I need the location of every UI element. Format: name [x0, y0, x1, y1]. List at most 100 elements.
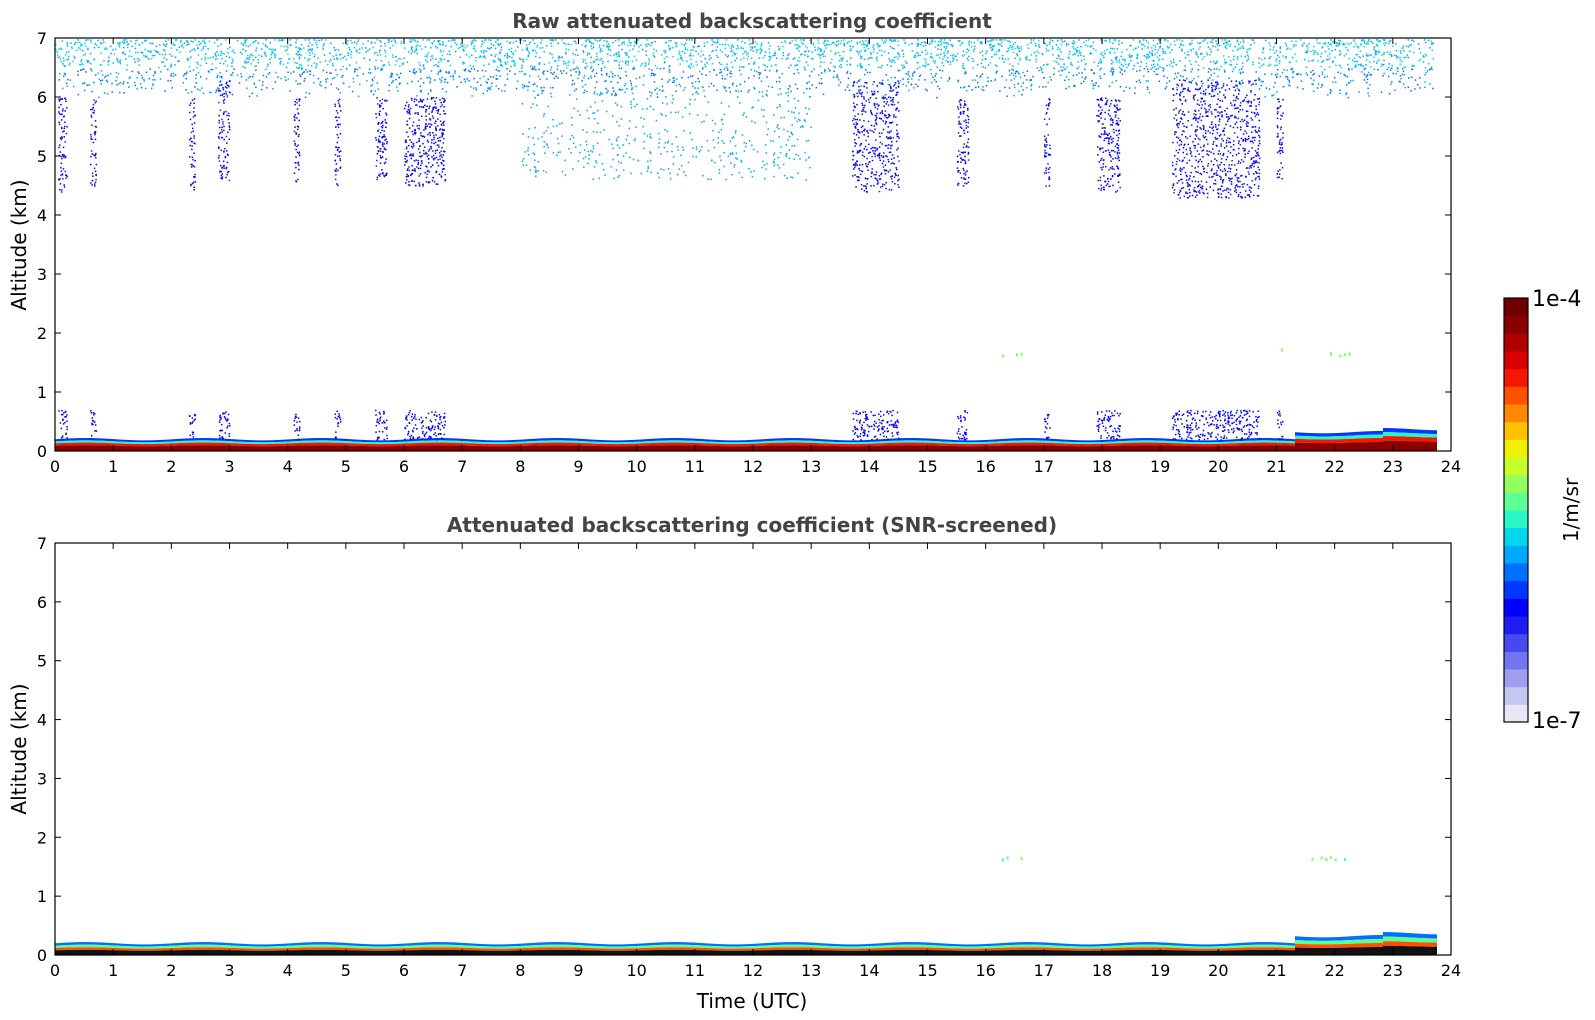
p1-surface-layer-cell: [883, 439, 885, 442]
p1-noise-cell: [1168, 80, 1171, 82]
p1-noise-cell: [747, 52, 749, 54]
p1-surface-layer-cell: [353, 443, 355, 446]
p1-surface-layer-cell: [1433, 437, 1435, 442]
p1-surface-layer-cell: [1281, 440, 1283, 443]
p1-surface-layer-cell: [173, 439, 175, 442]
p1-surface-layer-cell: [1175, 443, 1177, 446]
p1-noise-cell: [903, 39, 905, 41]
p1-noise-cell: [1401, 73, 1404, 76]
p1-surface-layer-cell: [1337, 442, 1339, 451]
p1-surface-layer-cell: [909, 438, 911, 441]
p1-noise-cell: [1057, 54, 1060, 57]
p1-surface-layer-cell: [1197, 446, 1199, 451]
p1-surface-layer-cell: [1107, 439, 1109, 442]
p1-surface-layer-cell: [741, 440, 743, 443]
p1-noise-cell: [1026, 55, 1029, 58]
p1-noise-cell: [987, 80, 990, 83]
p1-noise-cell: [159, 44, 161, 46]
p1-surface-layer-cell: [253, 442, 255, 445]
p1-surface-layer-cell: [539, 440, 541, 443]
p1-surface-layer-cell: [1227, 443, 1229, 446]
p1-noise-cell: [427, 92, 429, 95]
p1-surface-layer-cell: [1059, 441, 1061, 444]
p1-surface-layer-cell: [459, 442, 461, 446]
p1-noise-cell: [134, 61, 136, 63]
p1-noise-cell: [1355, 43, 1357, 45]
p1-surface-layer-cell: [757, 439, 759, 442]
p1-surface-layer-cell: [591, 443, 593, 446]
p1-noise-cell: [1184, 65, 1186, 67]
p1-surface-layer-cell: [839, 442, 841, 444]
p1-surface-layer-cell: [1197, 440, 1199, 443]
p1-surface-layer-cell: [593, 441, 595, 444]
p1-surface-layer-cell: [283, 443, 285, 446]
p1-noise-cell: [1370, 54, 1372, 56]
p1-surface-layer-cell: [649, 445, 651, 451]
p1-noise-cell: [1148, 55, 1151, 58]
p1-noise-cell: [1025, 87, 1028, 89]
p1-surface-layer-cell: [77, 440, 79, 443]
p1-surface-layer-cell: [747, 442, 749, 444]
p1-noise-cell: [1403, 73, 1406, 76]
p1-surface-layer-cell: [1269, 440, 1271, 443]
p1-surface-layer-cell: [285, 439, 287, 442]
p1-noise-cell: [505, 63, 507, 65]
p1-surface-layer-cell: [499, 444, 501, 447]
p1-noise-cell: [869, 51, 872, 54]
p1-noise-cell: [872, 83, 874, 86]
p1-noise-cell: [133, 58, 136, 60]
p1-noise-cell: [99, 42, 102, 44]
p1-noise-cell: [863, 43, 865, 46]
p1-surface-layer-cell: [209, 445, 211, 451]
p1-surface-layer-cell: [643, 443, 645, 446]
p1-surface-layer-cell: [195, 440, 197, 443]
p1-surface-layer-cell: [227, 443, 229, 446]
p1-surface-layer-cell: [1427, 441, 1429, 451]
p1-surface-layer-cell: [725, 442, 727, 445]
p1-surface-layer-cell: [749, 443, 751, 447]
p1-noise-cell: [1156, 56, 1159, 58]
p1-surface-layer-cell: [1435, 441, 1437, 451]
p1-noise-cell: [322, 69, 324, 72]
p1-surface-layer-cell: [523, 445, 525, 451]
p1-surface-layer-cell: [789, 442, 791, 446]
p1-surface-layer-cell: [67, 442, 69, 446]
p1-noise-cell: [368, 68, 371, 71]
p1-noise-cell: [543, 86, 545, 89]
p1-surface-layer-cell: [399, 439, 401, 442]
p1-surface-layer-cell: [1361, 431, 1363, 436]
p1-noise-cell: [885, 74, 887, 76]
p1-noise-cell: [172, 43, 174, 45]
p1-noise-cell: [1022, 82, 1025, 84]
p1-noise-cell: [1278, 60, 1281, 62]
p1-noise-cell: [804, 68, 806, 71]
p1-noise-cell: [1209, 41, 1212, 43]
p1-noise-cell: [1312, 69, 1314, 72]
p1-surface-layer-cell: [569, 442, 571, 446]
p1-noise-cell: [77, 70, 79, 73]
p1-surface-layer-cell: [739, 446, 741, 451]
p1-surface-layer-cell: [935, 438, 937, 442]
p1-surface-layer-cell: [267, 442, 269, 445]
p1-noise-cell: [1352, 79, 1354, 82]
p1-surface-layer-cell: [737, 444, 739, 447]
p1-noise-cell: [1139, 69, 1141, 72]
p1-surface-layer-cell: [351, 443, 353, 446]
p1-surface-layer-cell: [1327, 436, 1329, 440]
p1-noise-cell: [131, 45, 134, 48]
p1-noise-cell: [859, 63, 862, 65]
p1-surface-layer-cell: [93, 442, 95, 446]
p1-noise-cell: [89, 62, 92, 65]
p1-surface-layer-cell: [695, 445, 697, 451]
p1-surface-layer-cell: [85, 445, 87, 451]
p1-noise-cell: [1116, 61, 1118, 63]
p1-surface-layer-cell: [957, 443, 959, 447]
p1-noise-cell: [575, 42, 577, 45]
p1-surface-layer-cell: [809, 438, 811, 441]
p1-surface-layer-cell: [935, 441, 937, 444]
p1-noise-cell: [541, 90, 544, 92]
p1-noise-cell: [335, 54, 337, 56]
p1-surface-layer-cell: [471, 443, 473, 446]
p1-surface-layer-cell: [1077, 440, 1079, 443]
p1-surface-layer-cell: [439, 442, 441, 446]
